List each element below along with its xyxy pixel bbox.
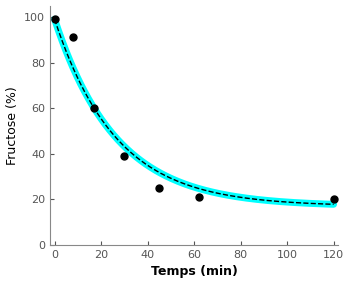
Point bbox=[70, 35, 76, 40]
Point bbox=[156, 186, 162, 190]
Y-axis label: Fructose (%): Fructose (%) bbox=[6, 86, 19, 165]
Point bbox=[196, 195, 202, 199]
Point bbox=[331, 197, 336, 202]
Point bbox=[121, 154, 127, 158]
Point bbox=[91, 106, 97, 110]
Point bbox=[52, 17, 57, 22]
X-axis label: Temps (min): Temps (min) bbox=[151, 266, 238, 278]
